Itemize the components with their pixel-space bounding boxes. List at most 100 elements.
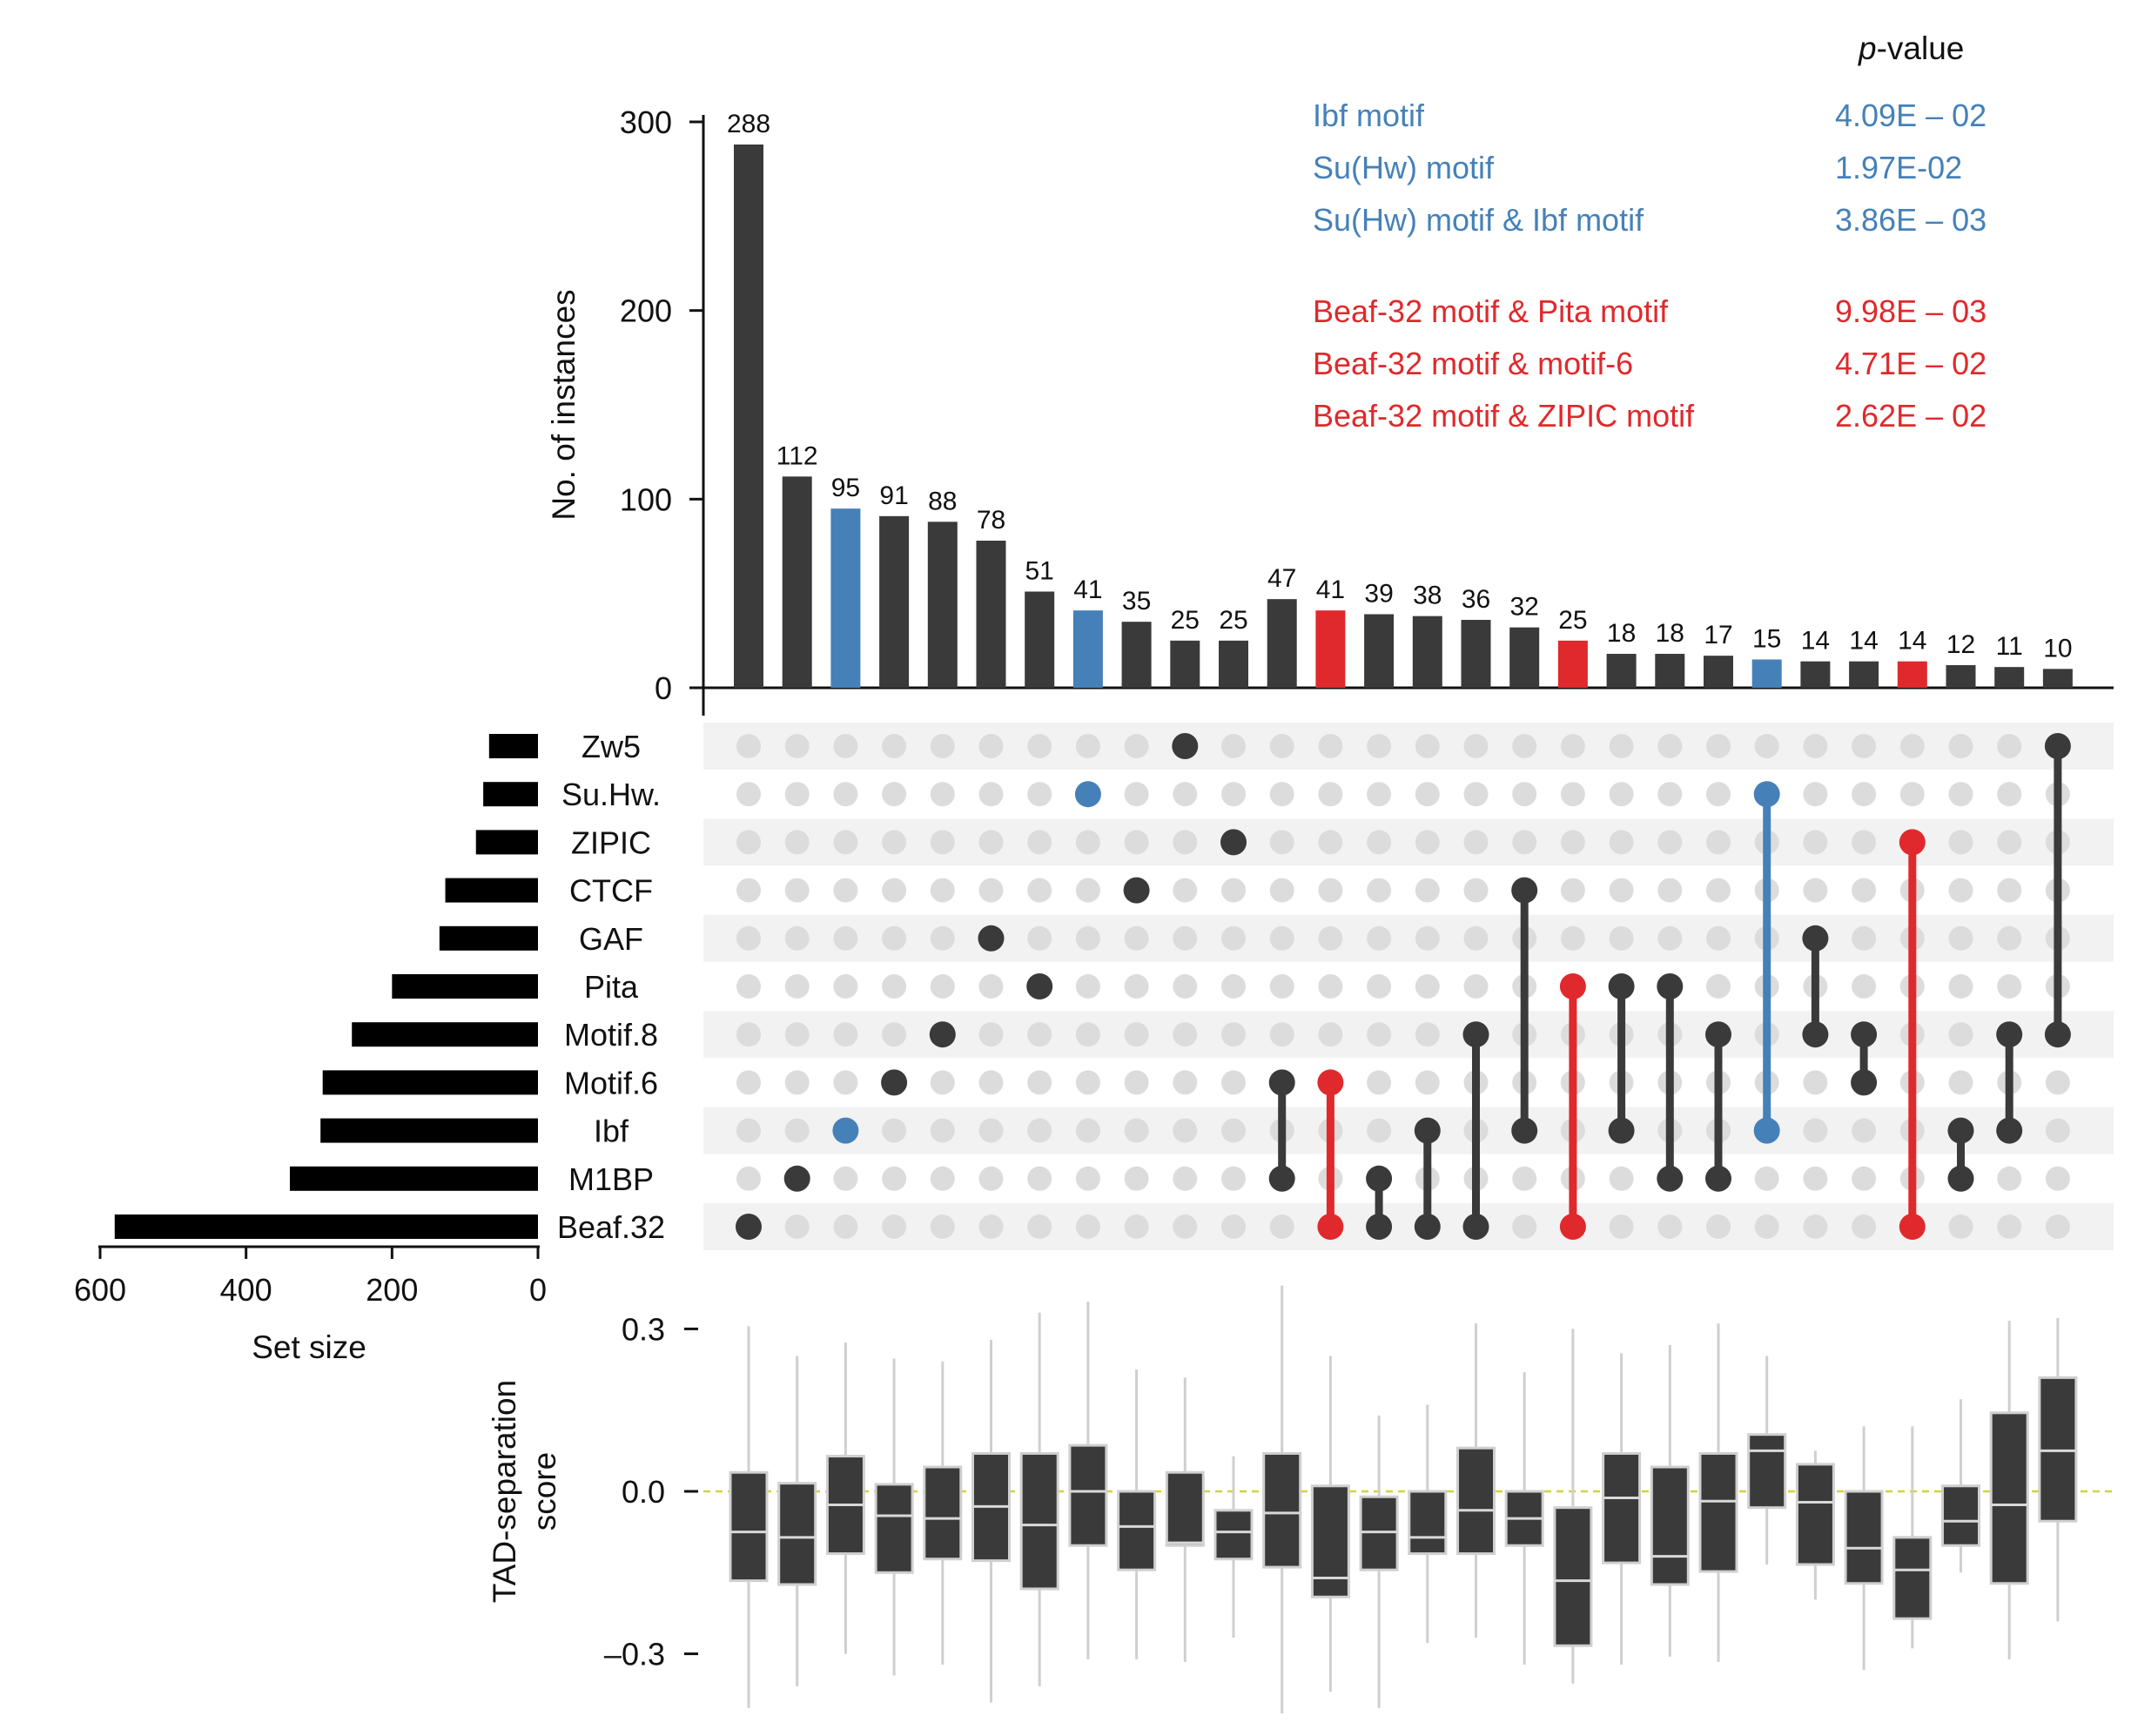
matrix-dot-active	[1608, 973, 1635, 999]
matrix-dot-inactive	[978, 878, 1004, 903]
matrix-dot-inactive	[978, 974, 1004, 999]
matrix-dot-inactive	[1997, 830, 2022, 855]
matrix-dot-inactive	[882, 974, 907, 999]
matrix-dot-inactive	[784, 1118, 810, 1143]
matrix-dot-inactive	[1560, 734, 1585, 758]
matrix-dot-active	[1851, 1069, 1878, 1096]
box-body	[1408, 1490, 1448, 1556]
box-body	[1165, 1470, 1205, 1547]
matrix-dot-inactive	[833, 925, 858, 951]
matrix-dot-inactive	[1852, 1215, 1877, 1239]
matrix-dot-inactive	[736, 878, 761, 903]
matrix-dot-active	[1268, 1069, 1295, 1096]
matrix-dot-active	[1559, 1214, 1586, 1240]
matrix-dot-inactive	[1221, 925, 1246, 951]
intersection-bar	[1364, 614, 1395, 688]
bar-value-label: 17	[1704, 621, 1732, 649]
matrix-dot-inactive	[1221, 1022, 1246, 1047]
intersection-bar	[1897, 661, 1927, 688]
pvalue-label: Su(Hw) motif & Ibf motif	[1313, 202, 1644, 238]
box-y-title-line1: TAD-separation	[487, 1380, 522, 1603]
matrix-dot-inactive	[1997, 878, 2022, 903]
bar-value-label: 39	[1364, 580, 1393, 609]
set-label: CTCF	[569, 873, 653, 909]
matrix-dot-inactive	[1027, 830, 1052, 855]
matrix-dot-inactive	[882, 1166, 907, 1191]
matrix-dot-inactive	[1173, 878, 1198, 903]
matrix-dot-inactive	[1657, 830, 1683, 855]
matrix-dot-inactive	[2045, 1166, 2070, 1191]
intersection-bar	[1994, 667, 2025, 688]
matrix-dot-inactive	[1948, 1022, 1973, 1047]
matrix-dot-inactive	[1948, 878, 1973, 903]
set-size-bar	[439, 925, 538, 951]
set-size-bar	[322, 1070, 538, 1095]
matrix-dot-inactive	[1269, 1022, 1294, 1047]
matrix-dot-inactive	[1852, 1166, 1877, 1191]
matrix-dot-inactive	[1367, 974, 1392, 999]
matrix-dot-inactive	[930, 1166, 955, 1191]
set-label: Ibf	[594, 1114, 629, 1149]
matrix-dot-inactive	[1803, 878, 1828, 903]
bar-value-label: 18	[1656, 619, 1684, 648]
box-y-tick-label: 0.0	[622, 1474, 665, 1510]
box-body	[874, 1483, 914, 1574]
matrix-dot-active	[1366, 1214, 1393, 1240]
matrix-dot-inactive	[784, 878, 810, 903]
bar-value-label: 25	[1219, 606, 1247, 635]
matrix-dot-inactive	[1657, 1215, 1683, 1239]
matrix-dot-inactive	[1221, 1118, 1246, 1143]
matrix-dot-active	[1753, 1117, 1780, 1144]
matrix-dot-inactive	[2045, 1118, 2070, 1143]
matrix-dot-inactive	[784, 782, 810, 807]
matrix-dot-inactive	[1657, 878, 1683, 903]
pvalue-value: 3.86E – 03	[1835, 202, 1986, 238]
bar-value-label: 78	[977, 506, 1005, 535]
matrix-dot-inactive	[1269, 830, 1294, 855]
matrix-dot-inactive	[882, 1118, 907, 1143]
matrix-dot-inactive	[1609, 734, 1634, 758]
intersection-bar	[1946, 665, 1976, 688]
matrix-dot-active	[1511, 1117, 1538, 1144]
matrix-dot-inactive	[930, 878, 955, 903]
matrix-dot-inactive	[1560, 782, 1585, 807]
matrix-dot-inactive	[1367, 925, 1392, 951]
set-size-bar	[114, 1215, 538, 1239]
set-size-tick-label: 0	[529, 1272, 547, 1308]
matrix-dot-inactive	[833, 734, 858, 758]
intersection-bar	[1219, 640, 1248, 688]
matrix-dot-active	[1996, 1117, 2023, 1144]
matrix-dot-inactive	[1075, 925, 1100, 951]
matrix-dot-inactive	[930, 925, 955, 951]
matrix-dot-inactive	[1269, 734, 1294, 758]
matrix-dot-inactive	[1415, 1022, 1440, 1047]
matrix-dot-active	[1947, 1165, 1974, 1192]
box-y-tick-label: –0.3	[604, 1637, 665, 1672]
matrix-dot-inactive	[1367, 1022, 1392, 1047]
matrix-dot-inactive	[1367, 878, 1392, 903]
matrix-dot-inactive	[1948, 925, 1973, 951]
matrix-dot-active	[1026, 973, 1053, 999]
matrix-dot-active	[1657, 973, 1684, 999]
upset-matrix	[703, 723, 2114, 1250]
set-label: Motif.8	[564, 1017, 658, 1053]
matrix-dot-inactive	[1173, 782, 1198, 807]
bar-value-label: 51	[1025, 557, 1054, 586]
matrix-dot-inactive	[930, 974, 955, 999]
matrix-dot-inactive	[1221, 1166, 1246, 1191]
set-size-chart: Zw5 Su.Hw. ZIPIC CTCF GAF Pita Motif.8 Motif.6 I…	[74, 729, 665, 1365]
bar-value-label: 14	[1801, 627, 1830, 656]
matrix-dot-inactive	[1124, 1022, 1149, 1047]
y-axis-title: No. of instances	[546, 289, 581, 520]
intersection-bar	[1072, 610, 1103, 688]
matrix-dot-inactive	[1997, 1215, 2022, 1239]
set-label: Beaf.32	[557, 1209, 665, 1245]
matrix-dot-inactive	[1754, 734, 1779, 758]
matrix-dot-inactive	[784, 1215, 810, 1239]
matrix-dot-inactive	[1027, 734, 1052, 758]
set-label: ZIPIC	[571, 824, 651, 860]
intersection-bar	[734, 145, 763, 688]
matrix-dot-inactive	[1997, 734, 2022, 758]
matrix-dot-inactive	[1512, 782, 1537, 807]
matrix-dot-active	[1851, 1021, 1878, 1048]
